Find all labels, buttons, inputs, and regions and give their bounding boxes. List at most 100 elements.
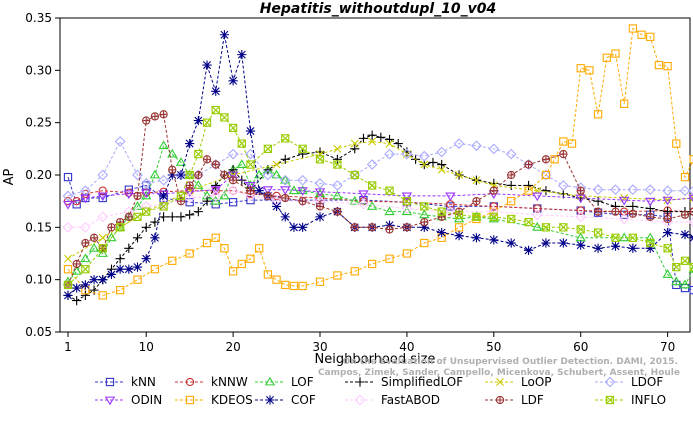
data-point-ldf <box>593 207 603 216</box>
data-point-inflo <box>115 223 125 232</box>
data-point-inflo <box>402 197 412 206</box>
series-line-loop <box>67 140 693 260</box>
data-point-odin <box>445 192 456 202</box>
data-point-simplifiedlof <box>124 243 134 253</box>
plot-area <box>62 24 693 306</box>
data-point-inflo <box>367 181 377 190</box>
data-point-lof <box>219 190 230 200</box>
data-point-lof <box>254 169 265 179</box>
legend-item-fastabod: FastABOD <box>345 393 440 407</box>
data-point-kdeos <box>611 49 620 58</box>
data-point-inflo <box>420 202 429 211</box>
data-point-odin <box>662 196 673 206</box>
data-point-ldof <box>366 159 378 170</box>
data-point-odin <box>245 182 256 191</box>
watermark-reference: On the Evaluation of Unsupervised Outlie… <box>343 357 678 367</box>
data-point-inflo <box>176 191 186 201</box>
data-point-loop <box>350 139 359 148</box>
data-point-knnw <box>228 186 238 195</box>
data-point-kdeos <box>150 265 160 274</box>
data-point-ldf <box>142 116 151 125</box>
data-point-ldof <box>262 169 274 181</box>
data-point-cof <box>437 227 447 238</box>
data-point-kdeos <box>541 170 551 180</box>
data-point-lof <box>366 201 378 210</box>
data-point-cof <box>289 222 299 232</box>
data-point-kdeos <box>298 281 307 291</box>
series-cof <box>63 30 693 300</box>
data-point-cof <box>211 86 221 96</box>
data-point-inflo <box>185 170 194 180</box>
data-point-simplifiedlof <box>185 210 195 220</box>
data-point-simplifiedlof <box>358 133 369 143</box>
data-point-knnw <box>98 186 107 195</box>
data-point-lof <box>167 148 178 158</box>
data-point-lof <box>88 242 100 252</box>
data-point-inflo <box>524 217 533 227</box>
x-tick-label: 70 <box>660 340 675 354</box>
data-point-loop <box>64 254 72 263</box>
data-point-ldf <box>263 191 273 201</box>
data-point-kdeos <box>593 110 603 119</box>
series-simplifiedlof <box>63 130 693 306</box>
data-point-ldof <box>297 174 309 186</box>
x-axis: 1 10 20 30 40 50 60 70 <box>64 332 675 354</box>
data-point-cof <box>506 238 516 248</box>
data-point-odin <box>97 192 108 202</box>
data-point-inflo <box>611 233 620 242</box>
data-point-ldf <box>81 238 90 248</box>
data-point-simplifiedlof <box>437 159 447 170</box>
legend-label: COF <box>291 393 316 407</box>
x-axis-label: Neighborhood size <box>315 352 436 367</box>
data-point-cof <box>489 235 499 245</box>
data-point-fastabod <box>531 209 543 221</box>
data-point-kdeos <box>672 139 681 148</box>
data-point-ldf <box>507 170 516 180</box>
data-point-fastabod <box>97 211 109 223</box>
data-point-lof <box>419 209 430 219</box>
data-point-inflo <box>541 223 551 232</box>
data-point-kdeos <box>168 256 177 265</box>
data-point-ldf <box>168 165 177 174</box>
y-tick-label: 0.15 <box>25 220 52 234</box>
data-point-loop <box>333 144 342 153</box>
data-point-inflo <box>437 207 446 216</box>
data-point-kdeos <box>211 233 220 242</box>
data-point-knnw <box>315 193 325 203</box>
data-point-cof <box>523 245 534 255</box>
data-point-lof <box>349 195 360 205</box>
legend-label: LDOF <box>631 375 663 389</box>
data-point-ldof <box>114 136 126 147</box>
legend-label: LoOP <box>521 375 552 389</box>
series-odin <box>62 171 693 210</box>
data-point-lof <box>184 169 195 179</box>
legend-marker <box>496 378 504 386</box>
data-point-inflo <box>159 202 168 211</box>
data-point-inflo <box>333 160 342 169</box>
data-point-ldf <box>115 217 125 227</box>
data-point-odin <box>262 186 274 195</box>
data-point-simplifiedlof <box>193 207 203 217</box>
data-point-cof <box>471 233 482 243</box>
data-point-simplifiedlof <box>332 154 342 164</box>
data-point-inflo <box>315 155 325 164</box>
legend-label: FastABOD <box>381 393 440 407</box>
data-point-kdeos <box>185 249 194 258</box>
data-point-ldf <box>107 223 116 232</box>
data-point-simplifiedlof <box>280 154 290 164</box>
data-point-knn <box>72 200 81 209</box>
data-point-lof <box>645 232 656 242</box>
legend-item-kdeos: KDEOS <box>175 393 253 407</box>
y-tick-label: 0.35 <box>25 11 52 25</box>
data-point-cof <box>593 243 603 253</box>
data-point-inflo <box>576 225 585 234</box>
data-point-ldf <box>176 197 186 206</box>
series-line-cof <box>67 34 693 296</box>
data-point-knn <box>185 198 194 207</box>
data-point-cof <box>419 222 429 232</box>
data-point-cof <box>663 227 673 238</box>
data-point-simplifiedlof <box>80 290 90 300</box>
data-point-simplifiedlof <box>132 233 143 243</box>
data-point-ldf <box>541 155 551 164</box>
data-point-ldf <box>350 223 359 232</box>
